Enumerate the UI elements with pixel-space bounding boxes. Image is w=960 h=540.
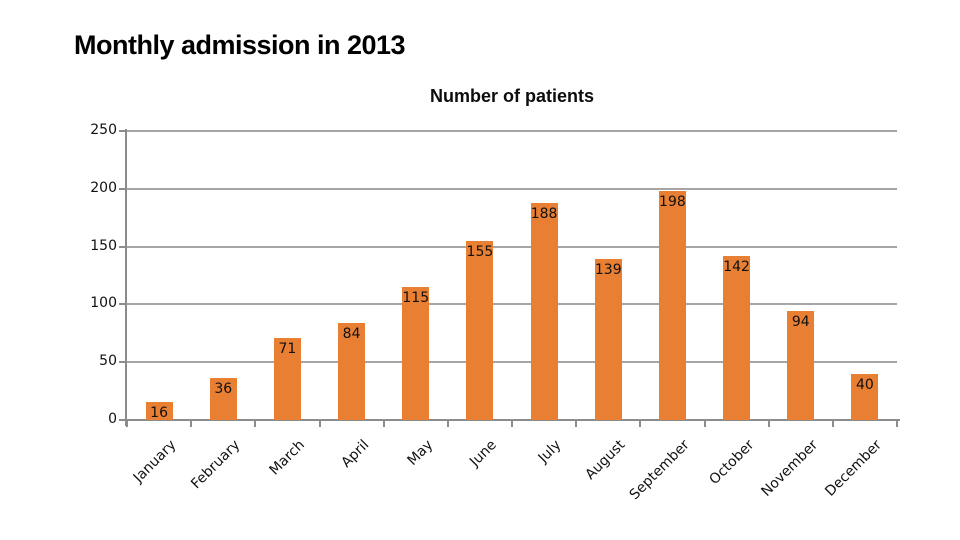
bar	[530, 202, 558, 420]
bar-value-label: 115	[402, 290, 430, 307]
x-tick	[126, 421, 128, 427]
x-tick	[511, 421, 513, 427]
bar	[658, 191, 686, 420]
month-label: March	[266, 437, 308, 479]
gridline	[127, 130, 897, 132]
month-label: August	[582, 437, 629, 483]
gridline	[127, 303, 897, 306]
bar	[209, 378, 237, 420]
y-tick-label: 250	[90, 122, 117, 138]
bar-value-label: 94	[791, 314, 810, 331]
bar	[787, 311, 815, 420]
gridline	[127, 361, 897, 364]
bar	[402, 287, 430, 420]
month-label: September	[626, 437, 693, 504]
month-label: November	[758, 437, 822, 500]
bar-value-label: 142	[723, 258, 750, 275]
x-tick	[831, 421, 834, 427]
x-tick	[639, 421, 642, 427]
y-tick-label: 0	[108, 411, 117, 427]
bar-value-label: 84	[342, 325, 361, 342]
month-label: April	[337, 437, 372, 471]
month-label: January	[130, 437, 180, 486]
y-tick	[119, 303, 126, 306]
x-tick	[254, 421, 257, 427]
month-label: May	[404, 437, 437, 469]
x-tick	[446, 421, 449, 427]
bar-value-label: 36	[214, 381, 233, 398]
x-tick	[703, 421, 706, 427]
x-tick	[767, 421, 770, 427]
bar	[466, 240, 494, 420]
x-tick	[382, 421, 385, 427]
y-tick-label: 150	[90, 237, 117, 254]
x-tick	[896, 421, 898, 427]
y-tick	[119, 361, 126, 364]
bar	[145, 401, 173, 420]
month-label: June	[467, 437, 501, 470]
chart-title: Number of patients	[429, 86, 594, 106]
x-tick	[575, 421, 578, 427]
y-tick	[119, 245, 126, 248]
bar-value-label: 198	[659, 194, 686, 211]
y-tick-label: 100	[90, 295, 117, 312]
x-tick	[318, 421, 321, 427]
bar	[273, 337, 301, 420]
y-tick	[119, 187, 126, 190]
month-label: October	[705, 437, 757, 488]
gridline	[127, 187, 897, 190]
x-axis-line	[119, 419, 900, 421]
bar-value-label: 139	[594, 262, 622, 279]
month-label: July	[535, 437, 565, 467]
bar-value-label: 71	[278, 340, 297, 357]
bar-value-label: 188	[530, 205, 558, 222]
bar-value-label: 16	[150, 404, 168, 421]
x-tick	[190, 421, 193, 427]
bar	[594, 259, 622, 420]
month-label: February	[188, 437, 244, 493]
y-tick-label: 200	[90, 179, 117, 196]
slide-title: Monthly admission in 2013	[74, 30, 406, 60]
bar-value-label: 155	[466, 243, 494, 260]
bar	[338, 322, 366, 420]
bar	[851, 373, 879, 420]
y-axis-line	[125, 129, 127, 426]
y-tick-label: 50	[99, 353, 117, 370]
bar	[723, 255, 751, 420]
y-tick	[119, 130, 126, 132]
gridline	[127, 245, 897, 248]
month-label: December	[822, 437, 886, 500]
bar-value-label: 40	[855, 376, 874, 393]
